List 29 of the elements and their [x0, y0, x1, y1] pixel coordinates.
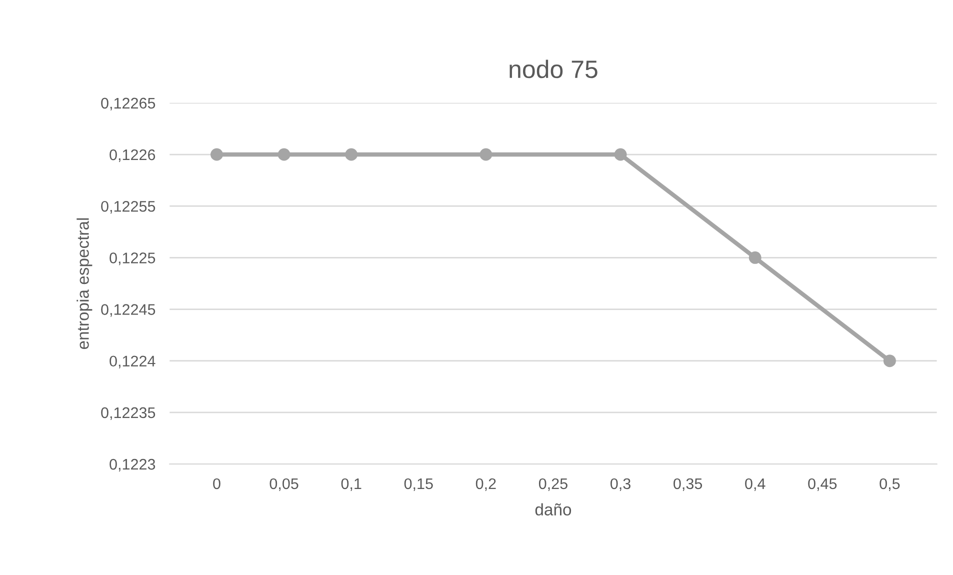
x-axis-title: daño: [535, 503, 572, 516]
y-tick-label: 0,1224: [110, 356, 156, 368]
x-tick-label: 0,5: [880, 478, 900, 491]
y-tick-label: 0,12235: [101, 407, 156, 420]
x-tick-label: 0,25: [538, 478, 568, 491]
x-tick-label: 0,3: [610, 478, 630, 491]
x-tick-label: 0,05: [270, 478, 298, 491]
x-tick-label: 0: [213, 478, 220, 490]
y-tick-label: 0,12245: [101, 304, 156, 317]
point: [883, 354, 896, 368]
point: [278, 148, 290, 161]
x-tick-label: 0,45: [808, 478, 837, 491]
y-tick-label: 0,12255: [101, 200, 156, 214]
chart-title: nodo 75: [510, 60, 598, 78]
y-axis-title: entropia espectral: [76, 218, 92, 350]
point: [480, 148, 492, 161]
x-tick-label: 0,15: [404, 478, 433, 491]
point: [345, 148, 358, 161]
x-tick-label: 0,1: [341, 478, 362, 491]
point: [748, 251, 762, 264]
y-tick-label: 0,12265: [101, 98, 156, 110]
point: [210, 148, 223, 161]
y-tick-label: 0,1225: [110, 252, 156, 266]
y-tick-label: 0,1226: [110, 149, 156, 162]
x-tick-label: 0,35: [674, 478, 702, 491]
x-tick-label: 0,4: [745, 478, 766, 491]
y-tick-label: 0,1223: [110, 458, 156, 472]
point: [614, 148, 627, 161]
x-tick-label: 0,2: [476, 478, 496, 491]
